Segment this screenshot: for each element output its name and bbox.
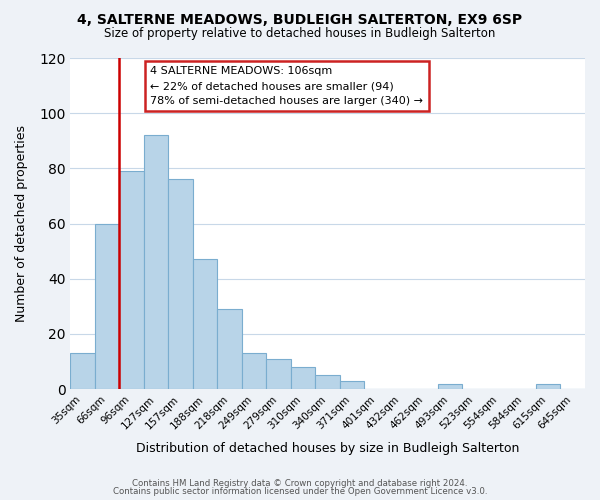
Bar [144,136,169,389]
Bar [316,376,340,389]
Bar [536,384,560,389]
Bar [119,171,144,389]
Bar [438,384,463,389]
X-axis label: Distribution of detached houses by size in Budleigh Salterton: Distribution of detached houses by size … [136,442,520,455]
Bar [217,309,242,389]
Text: Contains HM Land Registry data © Crown copyright and database right 2024.: Contains HM Land Registry data © Crown c… [132,478,468,488]
Text: Size of property relative to detached houses in Budleigh Salterton: Size of property relative to detached ho… [104,28,496,40]
Bar [169,180,193,389]
Bar [193,260,217,389]
Bar [340,381,364,389]
Bar [95,224,119,389]
Text: 4 SALTERNE MEADOWS: 106sqm
← 22% of detached houses are smaller (94)
78% of semi: 4 SALTERNE MEADOWS: 106sqm ← 22% of deta… [150,66,423,106]
Bar [266,359,291,389]
Text: 4, SALTERNE MEADOWS, BUDLEIGH SALTERTON, EX9 6SP: 4, SALTERNE MEADOWS, BUDLEIGH SALTERTON,… [77,12,523,26]
Bar [70,354,95,389]
Text: Contains public sector information licensed under the Open Government Licence v3: Contains public sector information licen… [113,487,487,496]
Bar [291,367,316,389]
Y-axis label: Number of detached properties: Number of detached properties [15,125,28,322]
Bar [242,354,266,389]
